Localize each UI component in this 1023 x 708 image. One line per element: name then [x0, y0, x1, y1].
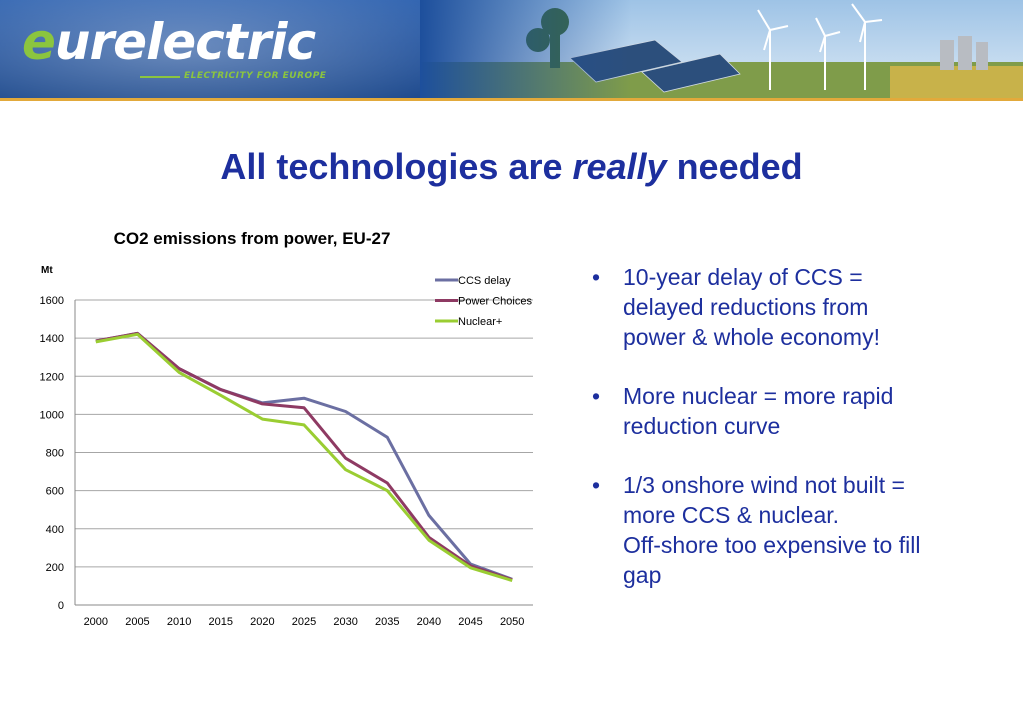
chart-title: CO2 emissions from power, EU-27 — [114, 229, 391, 248]
bullet-line: power & whole economy! — [623, 324, 880, 350]
bullet-item: • 1/3 onshore wind not built = more CCS & … — [592, 470, 1002, 590]
y-tick-label: 1000 — [40, 409, 64, 421]
x-tick-label: 2005 — [125, 616, 149, 628]
header-banner: eurelectric ELECTRICITY FOR EUROPE — [0, 0, 1023, 98]
x-tick-labels: 2000 2005 2010 2015 2020 2025 2030 2035 2040 2045… — [84, 616, 525, 628]
x-tick-label: 2045 — [458, 616, 482, 628]
x-tick-label: 2010 — [167, 616, 191, 628]
y-tick-label: 1200 — [40, 371, 64, 383]
series-line-1 — [95, 331, 513, 582]
bullet-line: 1/3 onshore wind not built = — [623, 472, 905, 498]
tagline: ELECTRICITY FOR EUROPE — [184, 71, 327, 81]
y-tick-labels: 0 200 400 600 800 1000 1200 1400 1600 — [40, 295, 64, 612]
y-tick-label: 200 — [46, 562, 64, 574]
bullet-dot: • — [592, 264, 601, 290]
y-tick-label: 800 — [46, 448, 64, 460]
x-tick-label: 2040 — [417, 616, 441, 628]
bullet-list: • 10-year delay of CCS = delayed reduction… — [592, 262, 1002, 619]
bullet-line: 10-year delay of CCS = — [623, 264, 863, 290]
x-tick-label: 2050 — [500, 616, 524, 628]
legend-entry: Nuclear+ — [458, 316, 502, 328]
x-tick-label: 2015 — [208, 616, 232, 628]
y-tick-label: 400 — [46, 524, 64, 536]
x-tick-label: 2030 — [333, 616, 357, 628]
bullet-item: • 10-year delay of CCS = delayed reduction… — [592, 262, 1002, 352]
bullet-line: more CCS & nuclear. — [623, 502, 840, 528]
bullet-line: More nuclear = more rapid — [623, 383, 894, 409]
y-tick-label: 600 — [46, 486, 64, 498]
x-tick-label: 2020 — [250, 616, 274, 628]
series-line-2 — [95, 332, 513, 583]
x-tick-label: 2000 — [84, 616, 108, 628]
chart-series — [95, 331, 513, 583]
x-tick-label: 2035 — [375, 616, 399, 628]
bullet-line: Off-shore too expensive to fill — [623, 532, 921, 558]
chart-legend: CCS delay Power Choices Nuclear+ — [435, 275, 532, 328]
legend-entry: CCS delay — [458, 275, 511, 287]
bullet-dot: • — [592, 472, 601, 498]
bullet-line: delayed reductions from — [623, 294, 869, 320]
eurelectric-logo: eurelectric — [22, 13, 316, 71]
series-line-0 — [95, 331, 513, 581]
bullet-dot: • — [592, 383, 601, 409]
banner-divider — [0, 98, 1023, 101]
bullet-line: reduction curve — [623, 413, 781, 439]
y-tick-label: 0 — [58, 600, 64, 612]
legend-entry: Power Choices — [458, 296, 532, 308]
bullet-item: • More nuclear = more rapid reduction curv… — [592, 381, 1002, 441]
y-axis-label: Mt — [41, 265, 53, 276]
energy-photo-strip — [420, 0, 1023, 98]
chart-gridlines — [74, 299, 533, 606]
bullet-line: gap — [623, 562, 662, 588]
co2-emissions-chart: CO2 emissions from power, EU-27 Mt 0 200 4… — [40, 229, 533, 628]
y-tick-label: 1600 — [40, 295, 64, 307]
slide-title: All technologies are really needed — [220, 146, 803, 187]
tagline-bar — [140, 76, 180, 78]
x-tick-label: 2025 — [292, 616, 316, 628]
y-tick-label: 1400 — [40, 333, 64, 345]
